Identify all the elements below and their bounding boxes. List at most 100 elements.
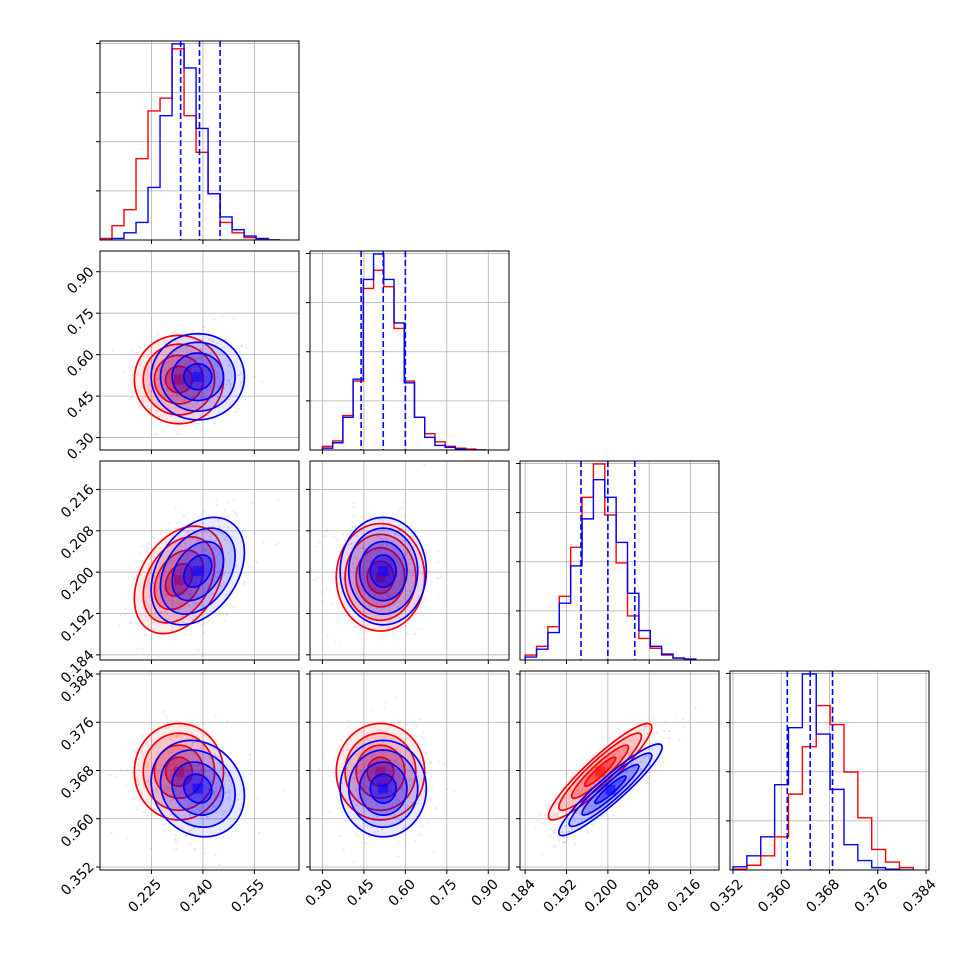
scatter-point-b <box>206 389 208 391</box>
scatter-point-a <box>184 767 187 770</box>
scatter-point-b <box>392 548 395 551</box>
scatter-point-a <box>222 581 225 584</box>
scatter-point-a <box>136 780 139 783</box>
scatter-point-a <box>632 739 635 742</box>
scatter-point-a <box>334 641 337 644</box>
scatter-point-b <box>214 575 217 578</box>
scatter-point-a <box>169 738 172 741</box>
scatter-point-b <box>171 603 174 606</box>
scatter-point-a <box>399 733 402 736</box>
scatter-point-a <box>366 787 369 790</box>
scatter-point-b <box>201 531 204 534</box>
scatter-point-b <box>239 381 242 384</box>
scatter-point-a <box>186 590 188 593</box>
scatter-point-a <box>565 773 567 775</box>
scatter-point-a <box>176 340 179 343</box>
scatter-point-b <box>209 338 212 341</box>
scatter-point-b <box>148 781 151 783</box>
scatter-point-a <box>214 715 217 718</box>
scatter-point-a <box>249 397 252 400</box>
scatter-point-b <box>360 574 363 577</box>
scatter-point-b <box>317 576 319 579</box>
scatter-point-a <box>353 502 356 504</box>
scatter-point-a <box>566 802 569 805</box>
scatter-point-b <box>214 363 217 366</box>
scatter-point-a <box>410 586 413 589</box>
scatter-point-b <box>220 315 223 318</box>
scatter-point-a <box>384 701 387 703</box>
scatter-point-a <box>190 743 193 746</box>
scatter-point-a <box>326 636 329 638</box>
scatter-point-b <box>225 613 228 616</box>
scatter-point-b <box>682 725 685 728</box>
scatter-point-a <box>194 771 197 774</box>
scatter-point-a <box>192 765 195 767</box>
scatter-point-b <box>206 811 209 814</box>
scatter-point-a <box>361 652 364 655</box>
scatter-point-a <box>366 554 369 557</box>
scatter-point-a <box>346 768 349 771</box>
scatter-point-a <box>139 553 142 556</box>
scatter-point-b <box>408 779 411 782</box>
scatter-point-a <box>389 575 392 578</box>
scatter-point-a <box>138 768 141 771</box>
scatter-point-a <box>155 409 158 412</box>
scatter-point-b <box>388 596 391 598</box>
scatter-point-a <box>165 715 168 718</box>
x-tick-label: 0.240 <box>177 876 217 916</box>
scatter-point-a <box>188 805 191 808</box>
scatter-point-b <box>206 817 209 819</box>
scatter-point-b <box>574 843 577 846</box>
scatter-point-a <box>175 763 178 766</box>
scatter-point-b <box>646 777 649 780</box>
scatter-point-a <box>156 616 159 619</box>
scatter-point-b <box>174 765 177 768</box>
scatter-point-a <box>390 540 393 543</box>
scatter-point-b <box>232 509 235 512</box>
scatter-point-b <box>247 574 250 577</box>
scatter-point-b <box>172 816 175 819</box>
scatter-point-a <box>603 792 606 795</box>
scatter-point-b <box>330 603 333 606</box>
x-tick-label: 0.225 <box>125 876 165 916</box>
scatter-point-b <box>392 603 395 606</box>
panel-r2-c2 <box>516 460 720 664</box>
scatter-point-b <box>580 818 583 821</box>
scatter-point-b <box>198 810 201 812</box>
scatter-point-a <box>554 792 557 795</box>
scatter-point-a <box>194 575 197 578</box>
scatter-point-b <box>624 770 627 773</box>
scatter-point-a <box>375 553 378 555</box>
scatter-point-b <box>372 572 375 575</box>
scatter-point-a <box>186 556 189 559</box>
scatter-point-b <box>191 330 194 332</box>
scatter-point-a <box>237 374 240 377</box>
scatter-point-a <box>579 790 582 793</box>
y-tick-label: 0.45 <box>64 388 97 421</box>
scatter-point-b <box>416 802 419 805</box>
scatter-point-b <box>174 838 177 841</box>
scatter-point-b <box>381 562 384 565</box>
scatter-point-a <box>392 738 395 741</box>
scatter-point-a <box>191 744 194 747</box>
scatter-point-a <box>174 759 177 762</box>
scatter-point-a <box>348 584 350 587</box>
scatter-point-b <box>193 827 196 830</box>
scatter-point-b <box>175 848 178 850</box>
scatter-point-b <box>382 524 385 527</box>
scatter-point-b <box>171 625 174 628</box>
scatter-point-b <box>224 509 227 512</box>
scatter-point-b <box>588 810 591 813</box>
scatter-point-a <box>421 731 424 734</box>
scatter-point-b <box>364 638 367 641</box>
scatter-point-b <box>163 383 166 386</box>
scatter-point-a <box>193 768 196 771</box>
scatter-point-b <box>406 776 409 779</box>
series-b-contour-line <box>150 516 246 626</box>
scatter-point-b <box>159 601 162 604</box>
scatter-point-a <box>175 522 178 525</box>
scatter-point-b <box>195 366 198 369</box>
scatter-point-b <box>222 812 225 815</box>
scatter-point-b <box>195 560 197 563</box>
scatter-point-a <box>370 709 372 712</box>
